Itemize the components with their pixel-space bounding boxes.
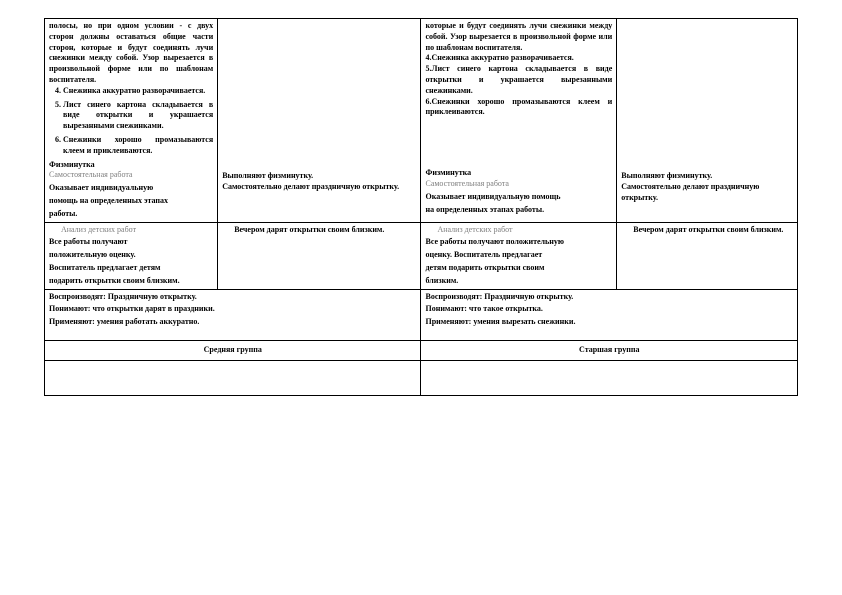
steps-list: Снежинка аккуратно разворачивается. Лист…	[63, 86, 213, 157]
apply-label: Применяют:	[49, 317, 95, 326]
para-continuation: полосы, но при одном условии - с двух ст…	[49, 21, 213, 86]
understand-text: что открытки дарят в праздники.	[90, 304, 214, 313]
group-header-senior: Старшая группа	[421, 340, 798, 360]
self-work-label: Самостоятельная работа	[49, 170, 213, 181]
spacer	[49, 328, 416, 338]
evening-line: Вечером дарят открытки своим близким.	[621, 225, 793, 236]
help-line: на определенных этапах работы.	[425, 205, 612, 216]
cell-evening-left: Вечером дарят открытки своим близким.	[218, 222, 421, 289]
analysis-line: подарить открытки своим близким.	[49, 276, 213, 287]
page: полосы, но при одном условии - с двух ст…	[0, 0, 842, 414]
reproduce-label: Воспроизводят:	[425, 292, 482, 301]
cell-right-instructions: которые и будут соединять лучи снежинки …	[421, 19, 617, 223]
cell-analysis-right: Анализ детских работ Все работы получают…	[421, 222, 617, 289]
help-line: помощь на определенных этапах	[49, 196, 213, 207]
evening-line: Вечером дарят открытки своим близким.	[222, 225, 416, 236]
apply-label: Применяют:	[425, 317, 471, 326]
response-line: Выполняют физминутку.	[222, 171, 416, 182]
analysis-line: Все работы получают положительную	[425, 237, 612, 248]
analysis-line: близким.	[425, 276, 612, 287]
empty-cell	[45, 360, 421, 395]
cell-outcomes-left: Воспроизводят: Праздничную открытку. Пон…	[45, 289, 421, 340]
cell-analysis-left: Анализ детских работ Все работы получают…	[45, 222, 218, 289]
fizminutka-label: Физминутка	[49, 160, 213, 171]
empty-cell	[421, 360, 798, 395]
apply-text: умения вырезать снежинки.	[471, 317, 575, 326]
group-header-middle: Средняя группа	[45, 340, 421, 360]
step-6: Снежинки хорошо промазываются клеем и пр…	[63, 135, 213, 157]
reproduce-text: Праздничную открытку.	[482, 292, 573, 301]
spacer	[621, 21, 793, 171]
cell-outcomes-right: Воспроизводят: Праздничную открытку. Пон…	[421, 289, 798, 340]
analysis-line: Воспитатель предлагает детям	[49, 263, 213, 274]
response-line: Выполняют физминутку.	[621, 171, 793, 182]
cell-right-response: Выполняют физминутку. Самостоятельно дел…	[617, 19, 798, 223]
step-4: Снежинка аккуратно разворачивается.	[63, 86, 213, 97]
table-row: Воспроизводят: Праздничную открытку. Пон…	[45, 289, 798, 340]
para-continuation: которые и будут соединять лучи снежинки …	[425, 21, 612, 53]
table-row: Анализ детских работ Все работы получают…	[45, 222, 798, 289]
spacer	[222, 21, 416, 171]
self-work-label: Самостоятельная работа	[425, 179, 612, 190]
lesson-table: полосы, но при одном условии - с двух ст…	[44, 18, 798, 396]
fizminutka-label: Физминутка	[425, 168, 612, 179]
cell-evening-right: Вечером дарят открытки своим близким.	[617, 222, 798, 289]
step-5: 5.Лист синего картона складывается в вид…	[425, 64, 612, 96]
help-line: Оказывает индивидуальную	[49, 183, 213, 194]
help-line: Оказывает индивидуальную помощь	[425, 192, 612, 203]
reproduce-text: Праздничную открытку.	[106, 292, 197, 301]
step-4: 4.Снежинка аккуратно разворачивается.	[425, 53, 612, 64]
step-5: Лист синего картона складывается в виде …	[63, 100, 213, 132]
response-line: Самостоятельно делают праздничную открыт…	[621, 182, 793, 204]
understand-label: Понимают:	[49, 304, 90, 313]
step-6: 6.Снежинки хорошо промазываются клеем и …	[425, 97, 612, 119]
analysis-line: Все работы получают	[49, 237, 213, 248]
table-row: полосы, но при одном условии - с двух ст…	[45, 19, 798, 223]
analysis-line: положительную оценку.	[49, 250, 213, 261]
help-line: работы.	[49, 209, 213, 220]
cell-left-response: Выполняют физминутку. Самостоятельно дел…	[218, 19, 421, 223]
cell-left-instructions: полосы, но при одном условии - с двух ст…	[45, 19, 218, 223]
analysis-line: оценку. Воспитатель предлагает	[425, 250, 612, 261]
analysis-title: Анализ детских работ	[425, 225, 612, 236]
reproduce-label: Воспроизводят:	[49, 292, 106, 301]
spacer	[425, 118, 612, 168]
apply-text: умения работать аккуратно.	[95, 317, 200, 326]
understand-text: что такое открытка.	[467, 304, 543, 313]
analysis-line: детям подарить открытки своим	[425, 263, 612, 274]
analysis-title: Анализ детских работ	[49, 225, 213, 236]
table-row	[45, 360, 798, 395]
table-row: Средняя группа Старшая группа	[45, 340, 798, 360]
understand-label: Понимают:	[425, 304, 466, 313]
response-line: Самостоятельно делают праздничную открыт…	[222, 182, 416, 193]
